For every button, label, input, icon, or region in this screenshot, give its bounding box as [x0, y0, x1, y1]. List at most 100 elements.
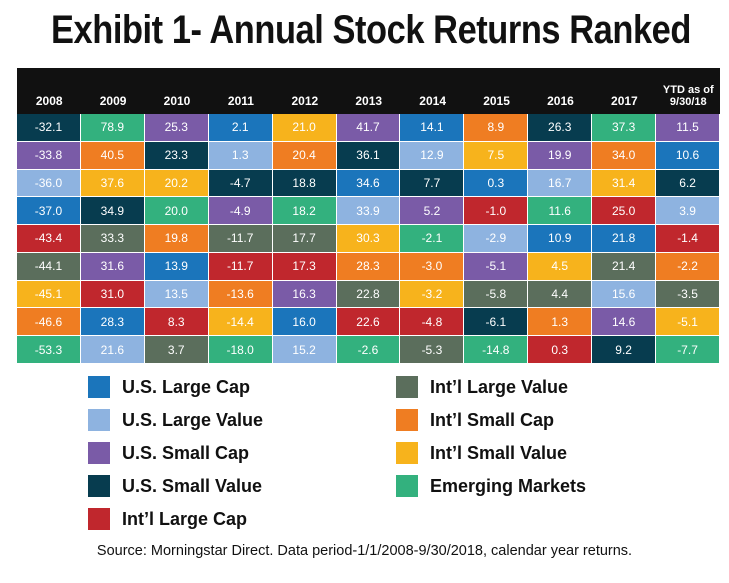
legend-swatch	[88, 409, 110, 431]
return-cell: 37.3	[592, 114, 657, 142]
return-cell: 31.0	[80, 280, 145, 309]
legend-swatch	[88, 475, 110, 497]
return-cell: 8.9	[464, 114, 529, 142]
legend-item: U.S. Small Cap	[88, 441, 249, 465]
return-cell: 22.6	[336, 308, 401, 337]
return-cell: 18.2	[272, 197, 337, 226]
return-cell: 0.3	[528, 336, 593, 364]
column-header-line: YTD as of	[662, 84, 714, 96]
return-cell: 5.2	[400, 197, 465, 226]
return-cell: 11.6	[528, 197, 593, 226]
legend-item: Int’l Small Value	[396, 441, 567, 465]
legend-label: Int’l Small Value	[430, 442, 568, 463]
legend-label: Emerging Markets	[430, 475, 587, 496]
return-cell: -2.1	[400, 225, 465, 253]
return-cell: -5.3	[400, 336, 465, 364]
return-cell: 28.3	[80, 308, 145, 337]
return-cell: -2.6	[336, 336, 401, 364]
source-note: Source: Morningstar Direct. Data period-…	[96, 543, 633, 559]
return-cell: -3.5	[656, 280, 720, 309]
return-cell: 1.3	[208, 141, 273, 170]
returns-table: 2008 -32.1 -33.8 -36.0 -37.0 -43.4 -44.1 -45.1-…	[17, 68, 721, 364]
legend-swatch	[88, 376, 110, 398]
column-header: 2013	[336, 68, 401, 114]
return-cell: 20.2	[144, 169, 209, 198]
return-cell: -5.1	[464, 252, 529, 281]
return-cell: 16.3	[272, 280, 337, 309]
return-cell: -5.1	[656, 308, 720, 337]
return-cell: 25.0	[592, 197, 657, 226]
return-cell: 13.9	[144, 252, 209, 281]
return-cell: 21.0	[272, 114, 337, 142]
return-cell: 21.6	[80, 336, 145, 364]
chart-title: Exhibit 1- Annual Stock Returns Ranked	[51, 8, 691, 52]
return-cell: 20.4	[272, 141, 337, 170]
return-cell: -11.7	[208, 252, 273, 281]
return-cell: -43.4	[17, 225, 81, 253]
return-cell: 0.3	[464, 169, 529, 198]
return-cell: 10.9	[528, 225, 593, 253]
legend-label: U.S. Large Value	[122, 409, 264, 430]
return-cell: -14.8	[464, 336, 529, 364]
return-cell: 36.1	[336, 141, 401, 170]
return-cell: 4.5	[528, 252, 593, 281]
return-cell: -18.0	[208, 336, 273, 364]
return-cell: 10.6	[656, 141, 720, 170]
return-cell: -3.2	[400, 280, 465, 309]
legend-item: Int’l Large Cap	[88, 507, 247, 531]
return-cell: -2.2	[656, 252, 720, 281]
return-cell: 30.3	[336, 225, 401, 253]
return-cell: -37.0	[17, 197, 81, 226]
return-cell: 37.6	[80, 169, 145, 198]
legend-swatch	[396, 442, 418, 464]
return-cell: -5.8	[464, 280, 529, 309]
return-cell: 17.3	[272, 252, 337, 281]
return-cell: -46.6	[17, 308, 81, 337]
return-cell: 15.2	[272, 336, 337, 364]
return-cell: 23.3	[144, 141, 209, 170]
legend: U.S. Large Cap U.S. Large Value U.S. Small…	[0, 370, 729, 540]
return-cell: 2.1	[208, 114, 273, 142]
column-header: 2016	[528, 68, 593, 114]
column-header: 2015	[464, 68, 529, 114]
legend-swatch	[396, 475, 418, 497]
return-cell: 41.7	[336, 114, 401, 142]
column-header: 2017	[592, 68, 657, 114]
return-cell: 4.4	[528, 280, 593, 309]
return-cell: 33.3	[80, 225, 145, 253]
return-cell: 6.2	[656, 169, 720, 198]
return-cell: -4.8	[400, 308, 465, 337]
return-cell: 14.6	[592, 308, 657, 337]
return-cell: 3.9	[656, 197, 720, 226]
legend-item: Int’l Large Value	[396, 375, 568, 399]
return-cell: 78.9	[80, 114, 145, 142]
return-cell: 18.8	[272, 169, 337, 198]
legend-item: Int’l Small Cap	[396, 408, 554, 432]
legend-swatch	[88, 442, 110, 464]
return-cell: -1.4	[656, 225, 720, 253]
legend-label: U.S. Small Value	[122, 475, 263, 496]
return-cell: 9.2	[592, 336, 657, 364]
return-cell: -7.7	[656, 336, 720, 364]
legend-item: U.S. Large Cap	[88, 375, 250, 399]
column-header: YTD as of 9/30/18	[656, 68, 721, 114]
return-cell: 28.3	[336, 252, 401, 281]
legend-swatch	[88, 508, 110, 530]
return-cell: 31.4	[592, 169, 657, 198]
return-cell: -13.6	[208, 280, 273, 309]
return-cell: 19.9	[528, 141, 593, 170]
return-cell: -32.1	[17, 114, 81, 142]
return-cell: 16.0	[272, 308, 337, 337]
return-cell: 14.1	[400, 114, 465, 142]
return-cell: 13.5	[144, 280, 209, 309]
return-cell: -44.1	[17, 252, 81, 281]
legend-label: U.S. Small Cap	[122, 442, 250, 463]
return-cell: 3.7	[144, 336, 209, 364]
return-cell: -53.3	[17, 336, 81, 364]
return-cell: 7.5	[464, 141, 529, 170]
return-cell: 25.3	[144, 114, 209, 142]
legend-item: Emerging Markets	[396, 474, 586, 498]
return-cell: -11.7	[208, 225, 273, 253]
return-cell: 21.8	[592, 225, 657, 253]
column-header-line: 9/30/18	[669, 96, 707, 108]
